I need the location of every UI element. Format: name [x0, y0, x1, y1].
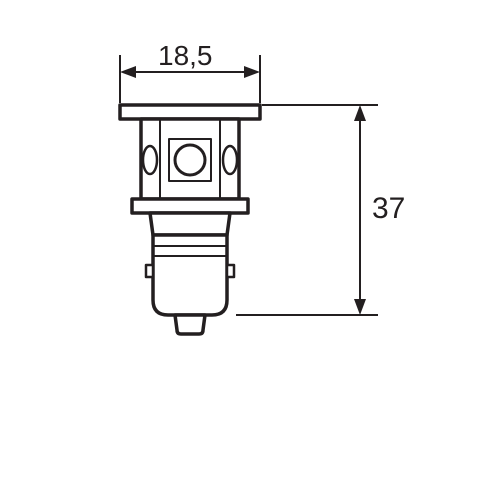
dim-width-arrow-right [244, 66, 260, 78]
dimension-height [236, 105, 378, 315]
led-smd-right [223, 146, 237, 174]
technical-drawing: 18,5 37 [0, 0, 500, 500]
dimension-height-label: 37 [372, 192, 405, 226]
bayonet-pin-right [227, 265, 234, 277]
led-smd-left [143, 146, 157, 174]
collar [132, 199, 248, 213]
dimension-width-label: 18,5 [158, 40, 213, 72]
dim-height-arrow-bottom [354, 299, 366, 315]
neck [150, 213, 230, 235]
led-center-lens [175, 145, 205, 175]
dim-width-arrow-left [120, 66, 136, 78]
bulb-diagram-svg [0, 0, 500, 500]
dim-height-arrow-top [354, 105, 366, 121]
bayonet-pin-left [146, 265, 153, 277]
top-cap [120, 105, 260, 119]
contact-tip [175, 315, 205, 334]
